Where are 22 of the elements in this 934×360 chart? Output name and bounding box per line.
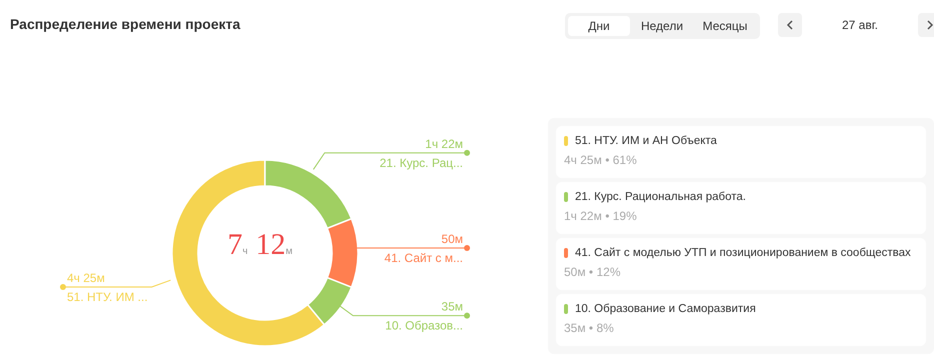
text: Месяцы [702,19,748,33]
text: 50м • 12% [564,265,622,279]
text: 50м [441,232,463,246]
text: 10. Образов... [385,318,463,333]
legend-label: 51. НТУ. ИМ и АН Объекта [575,135,717,147]
chart-title: Распределение времени проекта [10,16,240,32]
text: Недели [640,19,684,33]
legend-label: 21. Курс. Рациональная работа. [575,191,746,203]
text: 4ч 25м [67,270,105,285]
text: 7ч 12м [227,228,293,261]
text: 35м • 8% [564,321,615,335]
text: 4ч 25м • 61% [564,153,638,167]
text: 1ч 22м [425,136,463,151]
legend-label: 41. Сайт с моделью УТП и позиционированием в сообществах [575,247,911,259]
legend-label: 10. Образование и Саморазвития [575,303,756,315]
text: 21. Курс. Рац... [380,156,463,170]
text: 35м [441,300,463,314]
text: 27 авг. [841,18,879,32]
text: 1ч 22м • 19% [564,209,638,223]
text: Дни [568,16,630,36]
text: 41. Сайт с м... [384,251,463,265]
text: 51. НТУ. ИМ ... [67,290,148,304]
